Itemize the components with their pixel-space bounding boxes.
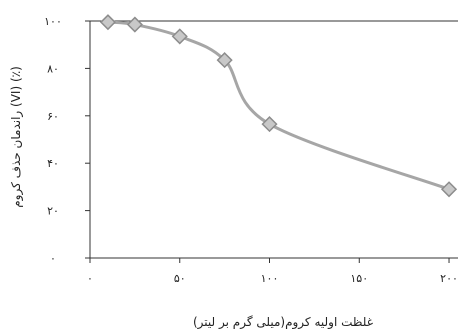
y-tick-label: ۰	[50, 252, 56, 265]
y-tick-label: ۲۰	[47, 205, 59, 218]
data-point-marker	[126, 16, 143, 33]
series-line	[107, 20, 450, 191]
data-point-marker	[440, 181, 458, 198]
series-layer	[99, 14, 458, 198]
x-ticks: ۰ ۵۰ ۱۰۰ ۱۵۰ ۲۰۰	[87, 258, 458, 285]
y-ticks: ۰ ۲۰ ۴۰ ۶۰ ۸۰ ۱۰۰	[44, 15, 90, 265]
x-axis-title: غلظت اولیه کروم(میلی گرم بر لیتر)	[193, 315, 373, 330]
y-tick-label: ۸۰	[47, 62, 59, 75]
data-point-marker	[216, 52, 233, 69]
x-tick-label: ۵۰	[174, 272, 186, 285]
y-tick-label: ۴۰	[47, 157, 59, 170]
x-tick-label: ۱۰۰	[261, 272, 279, 285]
plot-area: ۰ ۵۰ ۱۰۰ ۱۵۰ ۲۰۰ ۰ ۲۰ ۴۰ ۶۰ ۸۰ ۱۰۰	[44, 14, 458, 285]
y-tick-label: ۱۰۰	[44, 15, 62, 28]
x-tick-label: ۲۰۰	[440, 272, 458, 285]
x-tick-label: ۰	[87, 272, 93, 285]
data-point-marker	[171, 28, 188, 45]
x-tick-label: ۱۵۰	[350, 272, 368, 285]
y-axis-title: راندمان حذف کروم (VI) (٪)	[9, 66, 24, 208]
y-tick-label: ۶۰	[47, 110, 59, 123]
data-point-marker	[261, 116, 278, 133]
data-point-marker	[99, 14, 117, 31]
